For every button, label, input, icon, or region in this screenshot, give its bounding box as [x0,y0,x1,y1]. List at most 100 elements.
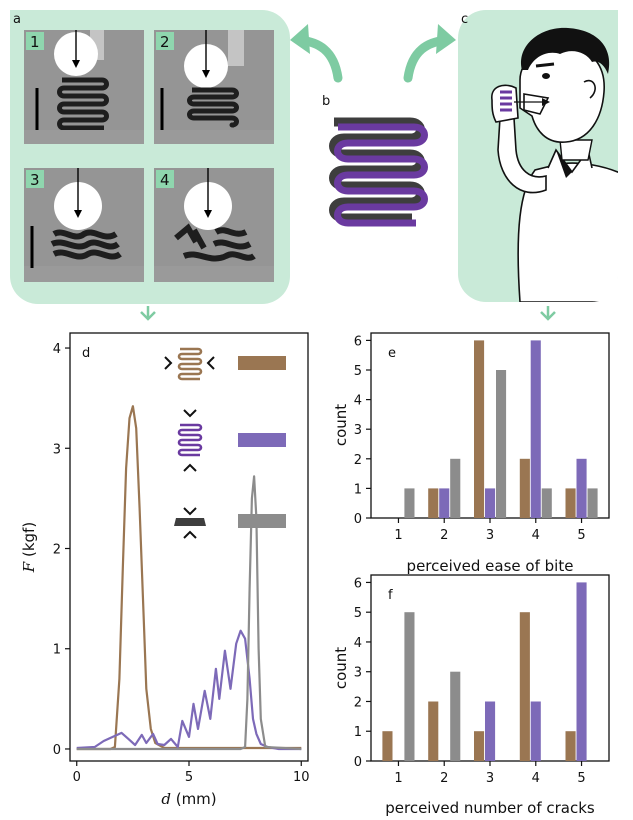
plot-d-line-gray [76,475,302,751]
plot-f-ytick-label-3: 3 [354,666,362,681]
plot-f-xtick-label-2: 3 [486,771,494,786]
plot-e-bar-brown-4 [519,458,530,518]
frame-number-4: 4 [160,171,170,189]
curved-arrow-right-icon [403,24,456,83]
legend-gray-compress-top-icon [183,507,197,516]
plot-f-ytick-label-0: 0 [354,755,362,770]
panel-c: c [458,10,618,302]
legend-gray-compress-bottom-icon [183,530,197,539]
legend-purple-compress-bottom-icon [183,463,197,472]
plot-e-bar-brown-3 [474,340,485,518]
plot-d-line-purple [76,629,302,751]
panel-a: a 1 2 [10,10,290,304]
plot-e-ytick-label-0: 0 [354,512,362,527]
legend-purple-spring-icon [177,423,203,457]
plot-e-xtick-label-0: 1 [394,528,402,543]
plot-e-xtick-label-1: 2 [440,528,448,543]
legend-d [164,347,286,539]
plot-d-ytick-label-0: 0 [53,743,61,758]
panel-a-label: a [13,12,21,27]
plot-f-ytick-label-5: 5 [354,606,362,621]
plot-e-ytick-label-3: 3 [354,423,362,438]
down-arrow-a-icon [140,306,156,321]
photo-frame-1: 1 [24,30,144,144]
legend-brown-compress-right-icon [206,356,215,370]
legend-brown-entry [164,347,286,381]
plot-e-xtick-label-2: 3 [486,528,494,543]
plot-d-ylabel: F (kgf) [20,522,38,573]
photo-frame-4: 4 [154,168,274,282]
panel-f: f 1 2 3 4 5 0 1 2 3 4 5 6 perceived number of crac… [332,574,610,817]
plot-e-bar-gray-2 [450,458,461,518]
legend-brown-compress-left-icon [164,356,173,370]
plot-e-ytick-label-2: 2 [354,453,362,468]
plot-e-bar-brown-2 [428,488,439,518]
panel-d-label: d [82,346,90,361]
frame-number-1: 1 [30,33,40,51]
panel-b-label: b [322,94,330,109]
plot-e-ytick-label-1: 1 [354,482,362,497]
plot-f-xtick-label-3: 4 [532,771,540,786]
plot-e-bar-gray-4 [541,488,552,518]
plot-f-bar-brown-4 [519,612,530,761]
plot-e-bar-purple-3 [485,488,496,518]
plot-f-bar-brown-2 [428,701,439,761]
plot-f-xtick-label-0: 1 [394,771,402,786]
legend-gray-entry [174,507,286,539]
plot-f-ytick-label-6: 6 [354,576,362,591]
plot-f-bar-brown-5 [565,731,576,761]
plot-f-xlabel: perceived number of cracks [385,799,595,817]
spring-illustration [329,117,428,227]
plot-f-xtick-label-4: 5 [577,771,585,786]
legend-gray-bar-icon [174,518,206,526]
plot-e-bar-gray-5 [587,488,598,518]
plot-f-ytick-label-4: 4 [354,636,362,651]
plot-e-xlabel: perceived ease of bite [407,557,574,575]
plot-d-ytick-label-4: 4 [53,342,61,357]
panel-d: d 0 5 10 0 1 2 3 4 d (mm) F (kgf) [20,332,310,808]
plot-f-bar-purple-4 [530,701,541,761]
plot-d-xtick-label-0: 0 [73,770,81,785]
plot-d-ytick-label-2: 2 [53,543,61,558]
legend-purple-swatch [238,433,286,447]
photo-frame-2: 2 [154,30,274,144]
legend-purple-compress-top-icon [183,409,197,418]
plot-d-axes [69,332,309,762]
plot-e-bar-purple-2 [439,488,450,518]
plot-f-bar-purple-5 [576,582,587,761]
plot-d-ytick-label-1: 1 [53,643,61,658]
person-cartoon [491,27,618,302]
frame-number-3: 3 [30,171,40,189]
plot-e-ytick-label-5: 5 [354,364,362,379]
photo-frame-3: 3 [24,168,144,282]
plot-f-bar-gray-2 [450,671,461,761]
plot-e-xtick-label-3: 4 [532,528,540,543]
plot-f-ytick-label-2: 2 [354,695,362,710]
plot-d-xlabel: d (mm) [161,790,216,808]
plot-f-ylabel: count [332,647,350,689]
plot-f-bar-purple-3 [485,701,496,761]
plot-e-ytick-label-6: 6 [354,334,362,349]
plot-e-bar-gray-1 [404,488,415,518]
legend-brown-spring-icon [177,347,203,381]
plot-e-bar-gray-3 [496,370,507,518]
plot-f-ytick-label-1: 1 [354,725,362,740]
curved-arrow-left-icon [290,24,343,83]
panel-c-label: c [461,12,468,27]
frame-number-2: 2 [160,33,170,51]
legend-brown-swatch [238,356,286,370]
panel-b: b [290,24,456,227]
plot-e-bar-brown-5 [565,488,576,518]
plot-f-bar-gray-1 [404,612,415,761]
plot-f-bar-brown-1 [382,731,393,761]
plot-e-ytick-label-4: 4 [354,394,362,409]
plot-d-xtick-label-2: 10 [293,770,310,785]
down-arrow-c-icon [540,306,556,321]
plot-d-line-brown [76,405,302,751]
plot-e-bar-purple-4 [530,340,541,518]
plot-d-xtick-label-1: 5 [185,770,193,785]
plot-f-bar-brown-3 [474,731,485,761]
panel-e: e 1 2 3 4 5 0 1 2 3 4 5 6 perceived ease of bite c… [332,332,610,575]
plot-e-bar-purple-5 [576,458,587,518]
